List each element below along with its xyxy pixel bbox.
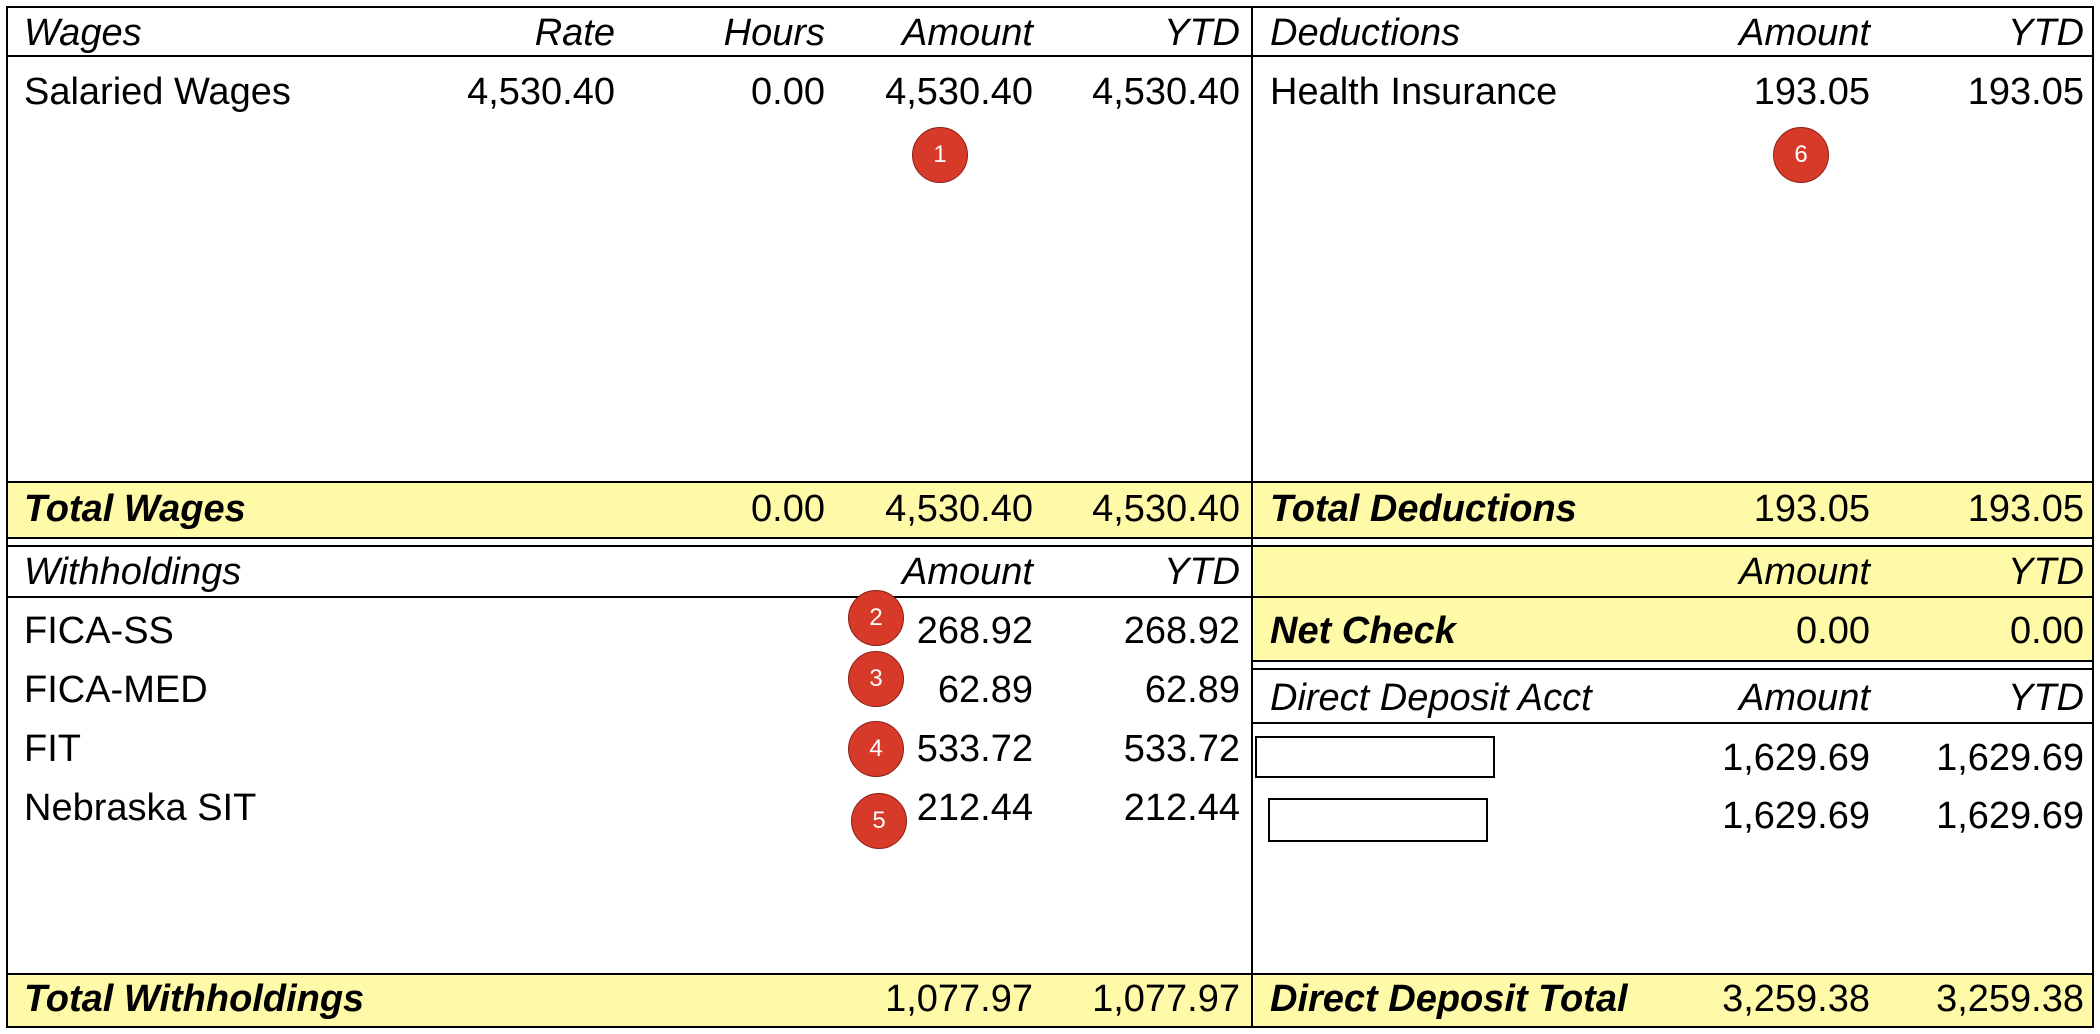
rule-netcheck-bottom-1 [1252,660,2094,662]
total-wages-band [8,482,1252,538]
withholding-row-ytd: 212.44 [1123,787,1240,829]
annotation-badge-5: 5 [851,793,907,849]
direct-deposit-row-amount: 1,629.69 [1722,795,1870,837]
direct-deposit-row-amount: 1,629.69 [1722,737,1870,779]
total-deductions-band [1254,482,2092,538]
total-deductions-label: Total Deductions [1270,488,1577,530]
wages-amount-header: Amount [902,12,1033,54]
direct-deposit-account-field [1268,798,1488,842]
wages-hours-header: Hours [723,12,825,54]
annotation-badge-6: 6 [1773,127,1829,183]
rule-bottom-total [6,973,2094,975]
withholding-row-ytd: 533.72 [1123,728,1240,770]
net-check-ytd-header: YTD [2008,551,2084,593]
withholding-row-name: FIT [24,728,81,770]
rule-withholdings-header [6,596,1252,598]
withholding-row-amount: 533.72 [916,728,1033,770]
withholding-row-name: FICA-SS [24,610,174,652]
wages-row-name: Salaried Wages [24,71,291,113]
withholding-row-ytd: 62.89 [1144,669,1240,711]
annotation-badge-1: 1 [912,127,968,183]
rule-deposit-header [1252,722,2094,724]
direct-deposit-total-ytd: 3,259.38 [1936,978,2084,1020]
annotation-badge-3: 3 [848,651,904,707]
net-check-label: Net Check [1270,610,1456,652]
deductions-row-ytd: 193.05 [1967,71,2084,113]
deductions-row-amount: 193.05 [1753,71,1870,113]
wages-header: Wages [24,12,142,54]
net-check-amount-header: Amount [1739,551,1870,593]
withholding-row-amount: 212.44 [916,787,1033,829]
withholdings-header: Withholdings [24,551,242,593]
total-wages-hours: 0.00 [751,488,825,530]
withholding-row-amount: 268.92 [916,610,1033,652]
direct-deposit-amount-header: Amount [1739,677,1870,719]
direct-deposit-row-ytd: 1,629.69 [1936,737,2084,779]
total-withholdings-amount: 1,077.97 [885,978,1033,1020]
rule-total-bottom-2 [6,545,2094,547]
direct-deposit-ytd-header: YTD [2008,677,2084,719]
wages-rate-header: Rate [534,12,615,54]
total-deductions-ytd: 193.05 [1967,488,2084,530]
withholdings-ytd-header: YTD [1164,551,1240,593]
paystub-frame [6,6,2094,1028]
total-wages-amount: 4,530.40 [885,488,1033,530]
rule-header-bottom [6,55,2094,57]
rule-netcheck-header [1252,596,2094,598]
deductions-amount-header: Amount [1739,12,1870,54]
direct-deposit-row-ytd: 1,629.69 [1936,795,2084,837]
net-check-ytd: 0.00 [2010,610,2084,652]
net-check-band [1254,546,2092,660]
direct-deposit-total-amount: 3,259.38 [1722,978,1870,1020]
direct-deposit-header: Direct Deposit Acct [1270,677,1592,719]
wages-row-amount: 4,530.40 [885,71,1033,113]
direct-deposit-account-field [1255,736,1495,778]
total-wages-ytd: 4,530.40 [1092,488,1240,530]
direct-deposit-total-label: Direct Deposit Total [1270,978,1628,1020]
annotation-badge-4: 4 [848,721,904,777]
total-deductions-amount: 193.05 [1753,488,1870,530]
wages-row-rate: 4,530.40 [467,71,615,113]
total-withholdings-band [8,974,1252,1026]
wages-row-ytd: 4,530.40 [1092,71,1240,113]
withholding-row-amount: 62.89 [937,669,1033,711]
rule-total-bottom-1 [6,537,2094,539]
net-check-amount: 0.00 [1796,610,1870,652]
direct-deposit-total-band [1254,974,2092,1026]
deductions-row-name: Health Insurance [1270,71,1558,113]
wages-ytd-header: YTD [1164,12,1240,54]
withholdings-amount-header: Amount [902,551,1033,593]
wages-row-hours: 0.00 [751,71,825,113]
deductions-header: Deductions [1270,12,1461,54]
rule-netcheck-bottom-2 [1252,668,2094,670]
deductions-ytd-header: YTD [2008,12,2084,54]
withholding-row-ytd: 268.92 [1123,610,1240,652]
total-wages-label: Total Wages [24,488,246,530]
withholding-row-name: FICA-MED [24,669,208,711]
withholding-row-name: Nebraska SIT [24,787,257,829]
center-divider [1251,6,1253,1028]
total-withholdings-ytd: 1,077.97 [1092,978,1240,1020]
total-withholdings-label: Total Withholdings [24,978,365,1020]
annotation-badge-2: 2 [848,590,904,646]
rule-total-top [6,481,2094,483]
